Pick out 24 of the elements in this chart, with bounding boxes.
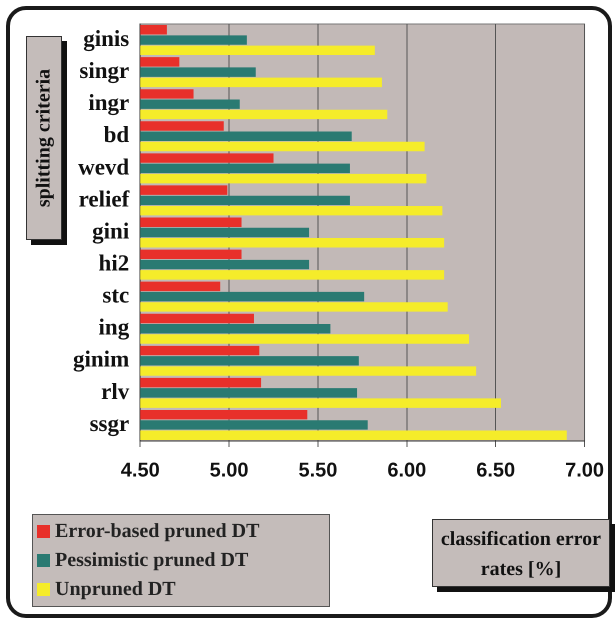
- y-tick-label: ginis: [83, 26, 130, 52]
- y-axis-title: splitting criteria: [32, 68, 56, 208]
- y-tick-label: ing: [98, 314, 130, 341]
- y-tick-label: ssgr: [90, 410, 130, 437]
- x-tick-label: 7.00: [565, 460, 604, 482]
- x-tick-label: 5.00: [210, 460, 249, 482]
- x-tick-label: 6.00: [387, 460, 426, 482]
- x-axis-title: classification error rates [%]: [432, 519, 610, 587]
- y-tick-label: rlv: [101, 378, 130, 404]
- y-tick-label: ingr: [88, 90, 130, 116]
- y-tick-label: relief: [78, 186, 130, 212]
- y-tick-label: hi2: [98, 250, 130, 276]
- y-tick-label: wevd: [78, 154, 130, 180]
- y-tick-label: bd: [104, 122, 130, 148]
- legend-label: Unpruned DT: [55, 578, 176, 601]
- x-tick-label: 5.50: [298, 460, 338, 482]
- x-tick-label: 6.50: [476, 460, 516, 482]
- y-tick-label: ginim: [72, 346, 130, 373]
- y-tick-label: gini: [92, 218, 130, 244]
- legend-label: Pessimistic pruned DT: [55, 549, 248, 572]
- x-tick-label: 4.50: [120, 460, 160, 482]
- y-tick-label: singr: [79, 58, 130, 84]
- legend-label: Error-based pruned DT: [55, 520, 260, 543]
- y-tick-label: stc: [102, 282, 130, 308]
